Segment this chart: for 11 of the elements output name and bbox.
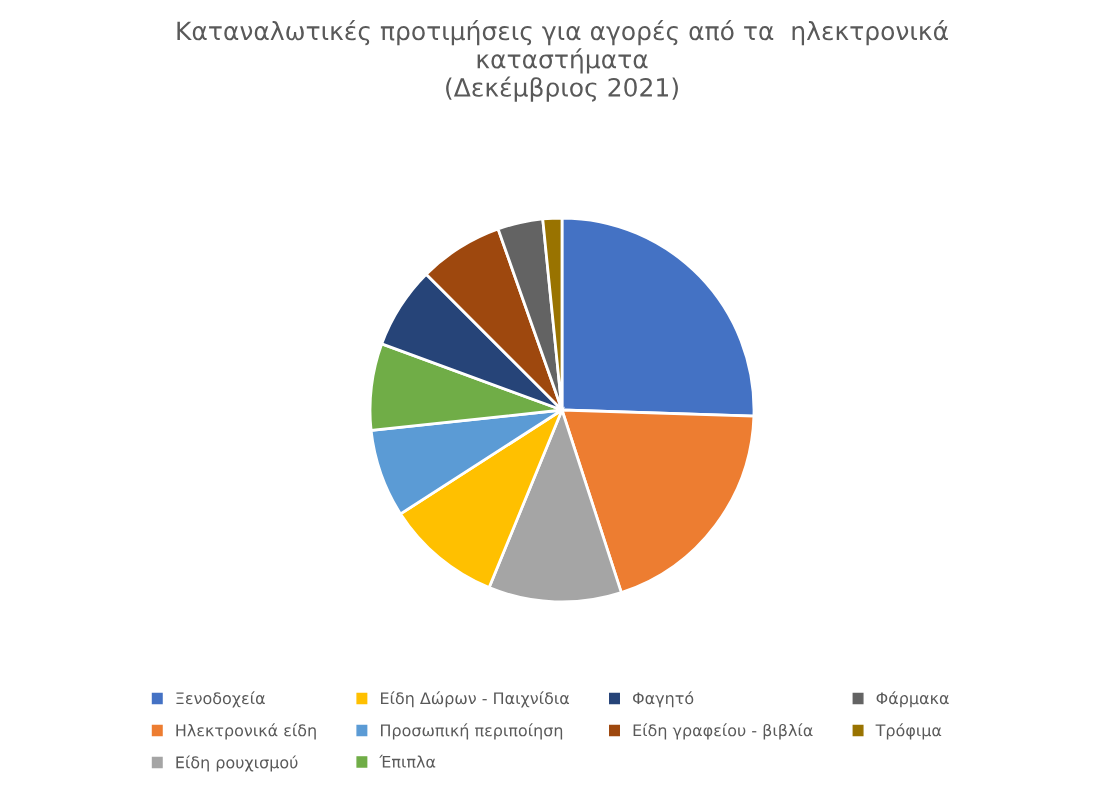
legend-label: Φάρμακα	[876, 691, 949, 708]
legend-label: Είδη Δώρων - Παιχνίδια	[381, 691, 570, 708]
legend-label: Είδη ρουχισμού	[176, 755, 298, 772]
legend-label: Ξενοδοχεία	[176, 691, 265, 708]
chart-title: Καταναλωτικές προτιμήσεις για αγορές από τα ηλεκτρονικά καταστήματα (Δεκέμβριος 2021)	[177, 20, 948, 102]
legend-label: Ηλεκτρονικά είδη	[176, 723, 316, 740]
legend-label: Τρόφιμα	[875, 723, 942, 740]
legend-label: Είδη γραφείου - βιβλία	[633, 723, 813, 740]
legend-label: Φαγητό	[632, 691, 694, 708]
legend-label: Προσωπική περιποίηση	[381, 723, 563, 740]
legend-label: Έπιπλα	[379, 754, 436, 768]
